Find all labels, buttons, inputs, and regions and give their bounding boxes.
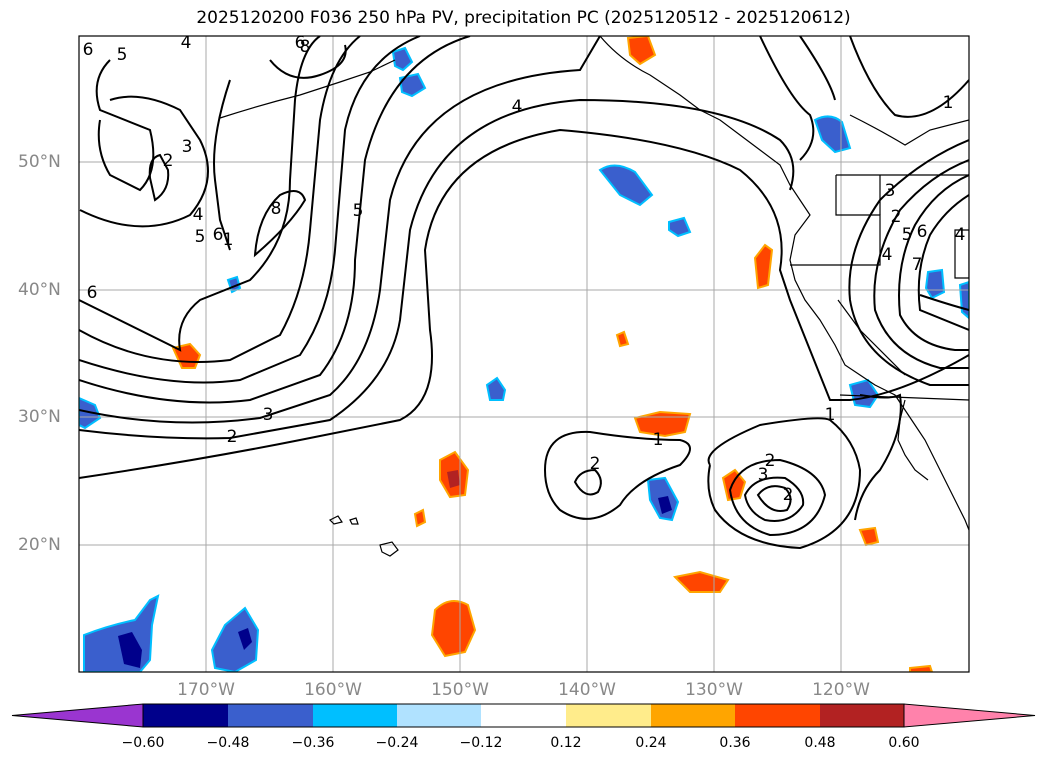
contour-label: 8	[271, 199, 282, 219]
colorbar-extend-left	[11, 703, 144, 728]
contour-label: 4	[181, 33, 192, 53]
lat-label: 30°N	[18, 407, 61, 427]
contour-label: 6	[213, 225, 224, 245]
colorbar-bin	[143, 704, 228, 727]
contour-label: 4	[512, 97, 523, 117]
lon-label: 150°W	[431, 680, 489, 700]
colorbar-tick-label: −0.12	[459, 735, 503, 751]
colorbar-tick-label: 0.12	[550, 735, 582, 751]
pv-contours	[79, 36, 969, 550]
precip-patch	[118, 632, 142, 668]
precip-patch	[658, 496, 672, 514]
contour-label: 5	[902, 225, 913, 245]
precip-patch	[83, 594, 160, 672]
contour-label: 4	[193, 205, 204, 225]
precip-patch	[848, 378, 880, 409]
contour-label: 3	[758, 465, 769, 485]
colorbar-bin	[228, 704, 313, 727]
colorbar-bin	[313, 704, 397, 727]
contour-label: 3	[263, 405, 274, 425]
precip-patch	[210, 606, 260, 672]
graticule	[79, 36, 969, 672]
colorbar-tick-label: −0.24	[375, 735, 419, 751]
contour-label: 2	[227, 427, 238, 447]
precip-positive-core	[447, 470, 460, 488]
colorbar-bin	[397, 704, 481, 727]
precip-patch	[626, 36, 657, 66]
precip-patch	[813, 115, 852, 154]
precip-patch	[668, 216, 692, 238]
precip-patch	[413, 508, 427, 528]
precip-negative	[79, 46, 969, 672]
contour-label: 5	[117, 45, 128, 65]
contour-label: 4	[955, 225, 966, 245]
contour-label: 5	[353, 201, 364, 221]
contour-label: 1	[943, 93, 954, 113]
contour-label: 5	[195, 227, 206, 247]
lon-label: 160°W	[304, 680, 362, 700]
colorbar-tick-label: 0.24	[635, 735, 667, 751]
precip-patch	[909, 664, 934, 672]
colorbar-bin	[735, 704, 820, 727]
precip-patch	[958, 280, 969, 320]
map-title: 2025120200 F036 250 hPa PV, precipitatio…	[196, 8, 851, 28]
contour-label: 2	[765, 451, 776, 471]
contour-label: 2	[590, 454, 601, 474]
precip-patch	[924, 268, 946, 300]
colorbar	[11, 703, 1036, 728]
precip-patch	[238, 628, 252, 650]
lon-label: 130°W	[685, 680, 743, 700]
colorbar-bin	[566, 704, 651, 727]
precip-patch	[633, 410, 692, 438]
colorbar-extend-right	[903, 703, 1036, 728]
contour-label: 8	[300, 37, 311, 57]
colorbar-tick-label: 0.48	[804, 735, 836, 751]
contour-label: 2	[163, 151, 174, 171]
colorbar-bin	[820, 704, 904, 727]
contour-label: 1	[223, 230, 234, 250]
precip-negative-core	[118, 496, 672, 668]
lon-label: 120°W	[812, 680, 870, 700]
contour-label: 2	[891, 207, 902, 227]
contour-label: 6	[295, 33, 306, 53]
lon-label: 170°W	[177, 680, 235, 700]
precip-patch	[391, 46, 414, 72]
colorbar-tick-label: 0.60	[888, 735, 920, 751]
contour-label: 1	[653, 430, 664, 450]
precip-patch	[615, 330, 630, 348]
contour-label: 3	[885, 181, 896, 201]
lat-label: 20°N	[18, 535, 61, 555]
colorbar-tick-label: −0.60	[121, 735, 165, 751]
contour-labels: 6 5 4 6 8 3 2 4 5 6 1 8 5 4 6 3 2 2 1 2 …	[83, 33, 966, 505]
precip-patch	[447, 470, 460, 488]
lon-label: 140°W	[558, 680, 616, 700]
precip-patch	[672, 570, 730, 593]
precip-patch	[430, 600, 477, 658]
contour-label: 2	[783, 485, 794, 505]
precip-patch	[598, 164, 654, 207]
coastlines	[219, 36, 969, 557]
contour-label: 6	[83, 40, 94, 60]
colorbar-bin	[481, 704, 566, 727]
colorbar-tick-label: −0.48	[206, 735, 250, 751]
precip-patch	[485, 376, 507, 401]
precip-patch	[753, 243, 774, 290]
lat-label: 40°N	[18, 280, 61, 300]
lat-label: 50°N	[18, 152, 61, 172]
contour-label: 1	[825, 405, 836, 425]
contour-label: 7	[912, 255, 923, 275]
precip-patch	[721, 468, 747, 502]
precip-patch	[398, 72, 427, 98]
contour-label: 3	[182, 137, 193, 157]
colorbar-tick-label: −0.36	[291, 735, 335, 751]
colorbar-bin	[651, 704, 735, 727]
colorbar-tick-label: 0.36	[719, 735, 751, 751]
contour-label: 6	[87, 283, 98, 303]
contour-label: 6	[917, 222, 928, 242]
map-frame	[78, 35, 970, 673]
precip-patch	[858, 526, 880, 547]
contour-label: 4	[882, 245, 893, 265]
